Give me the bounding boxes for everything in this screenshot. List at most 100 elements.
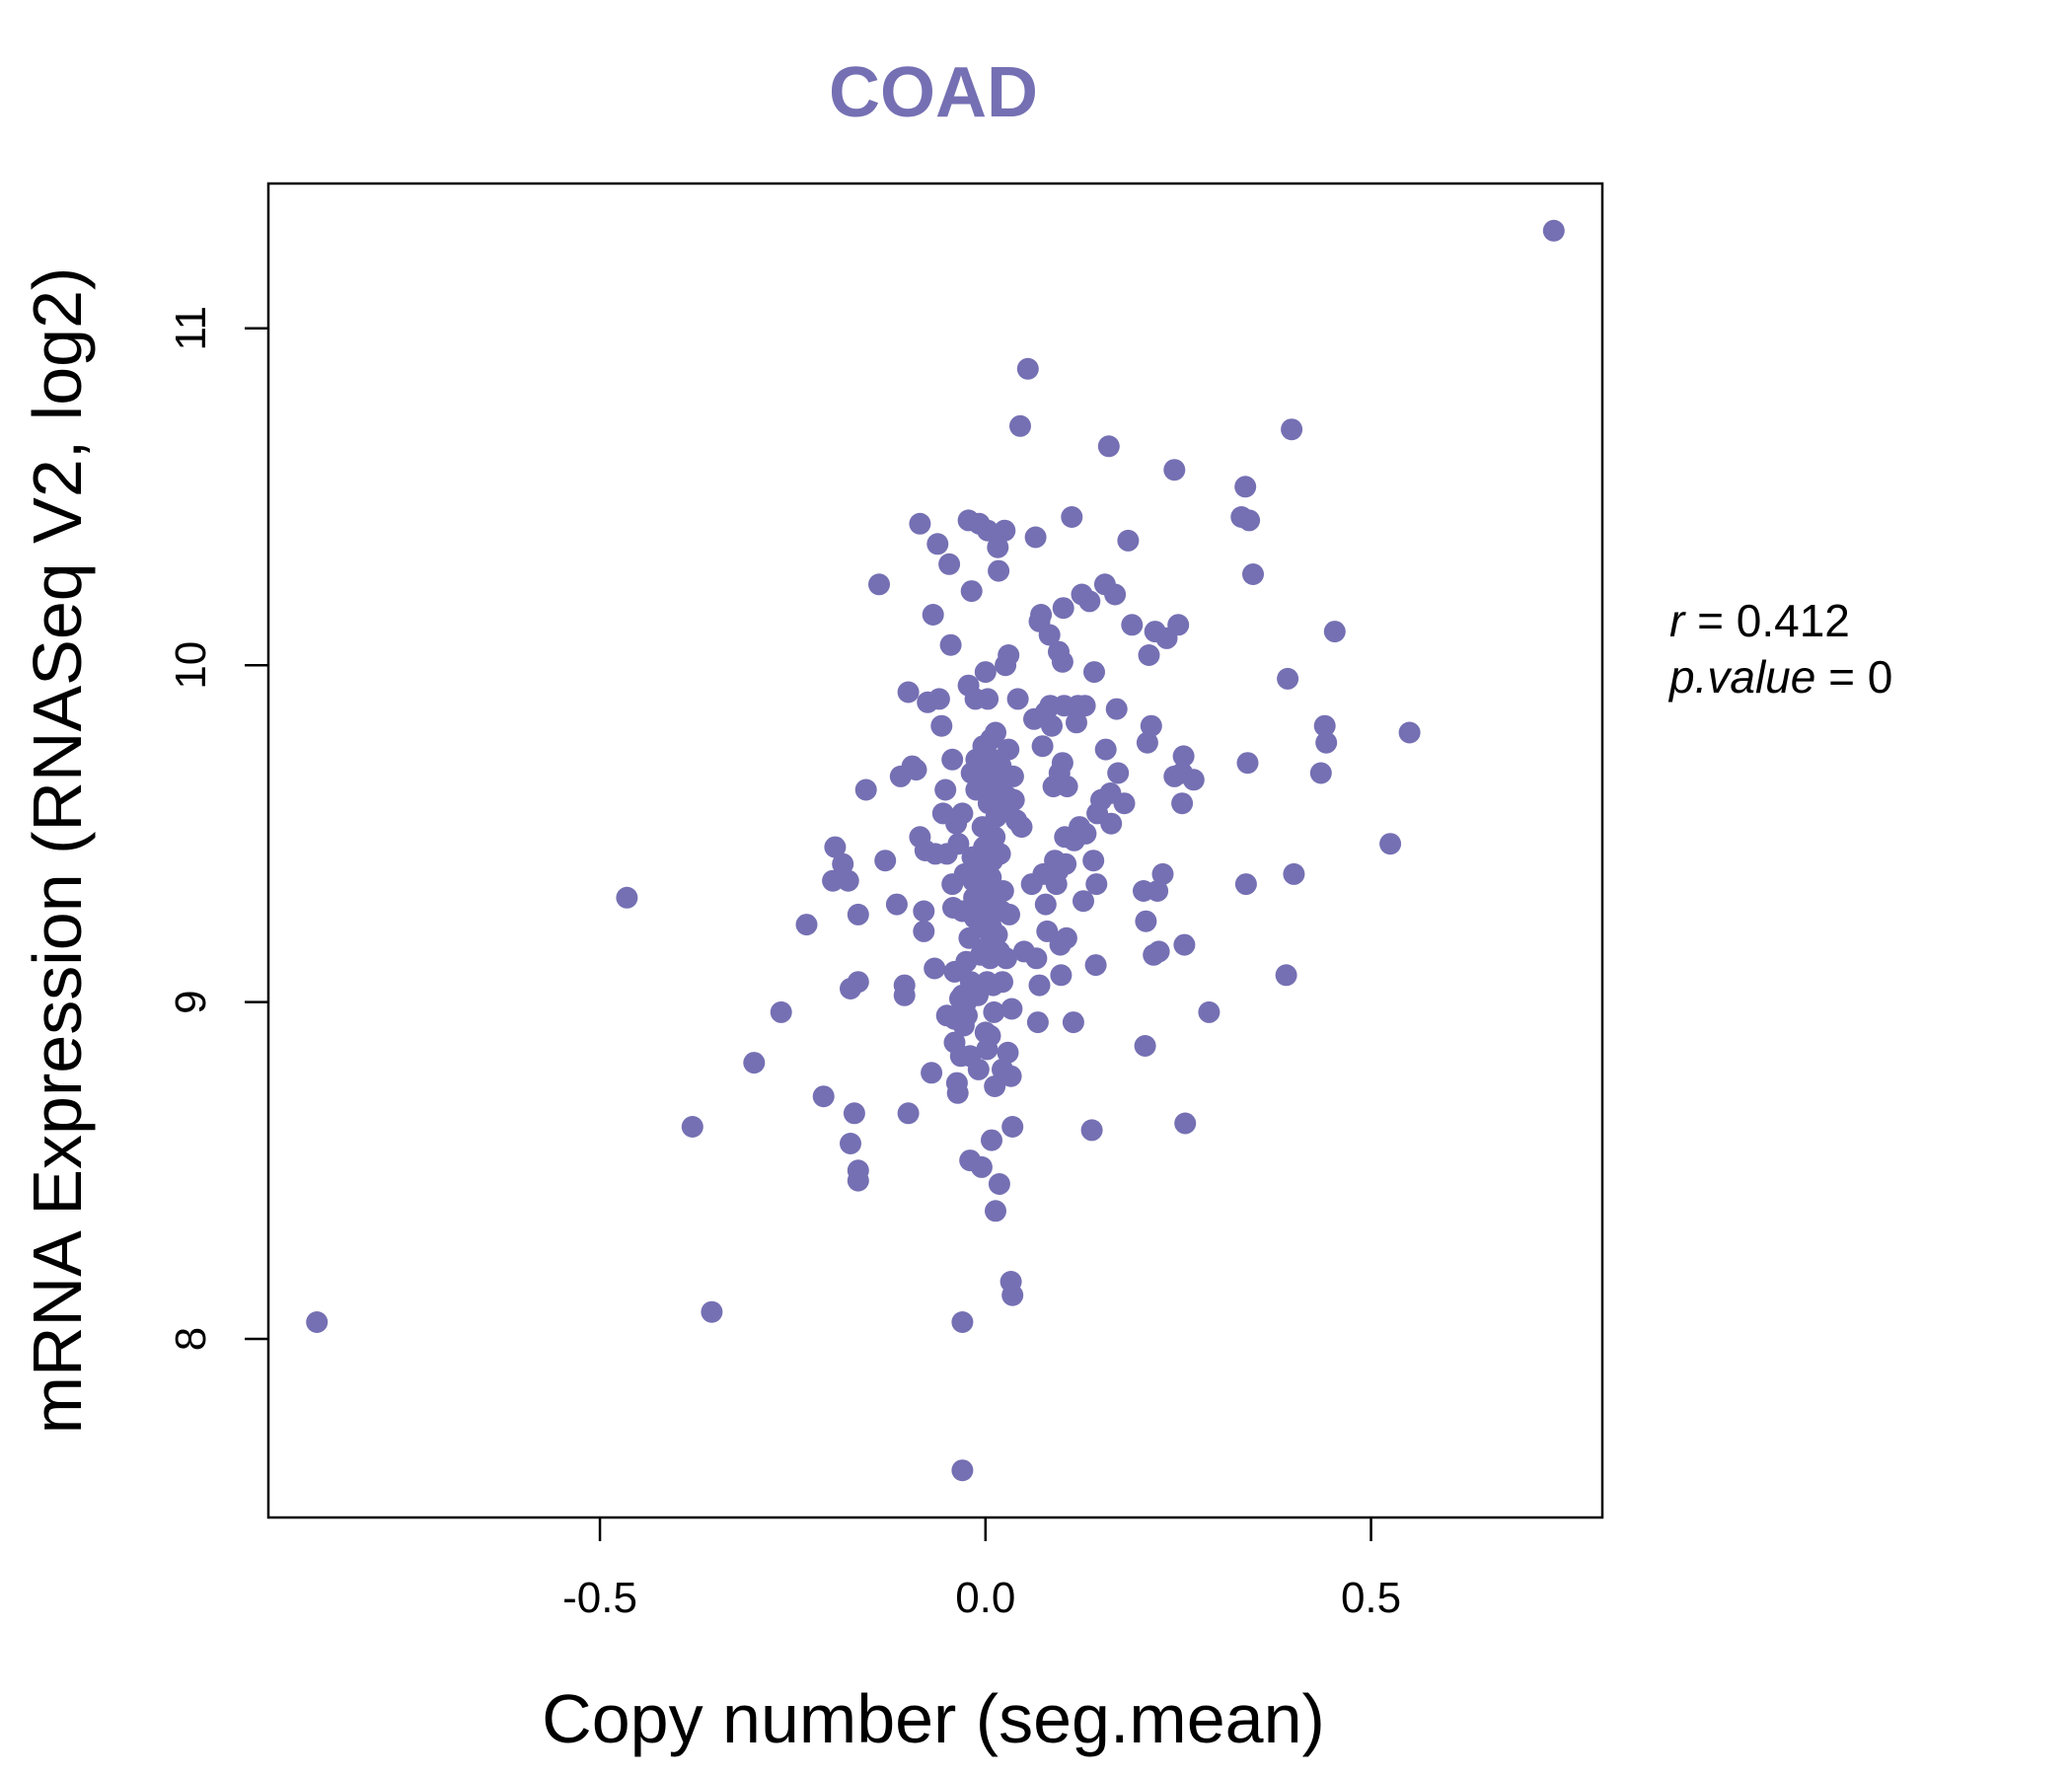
p-value: p.value = 0 bbox=[1667, 651, 1892, 703]
data-point bbox=[1277, 667, 1299, 690]
data-point bbox=[1234, 476, 1257, 498]
data-point bbox=[1041, 714, 1063, 737]
data-point bbox=[1398, 721, 1421, 744]
data-point bbox=[995, 947, 1017, 970]
data-point bbox=[1038, 624, 1061, 646]
data-point bbox=[1147, 880, 1169, 902]
data-point bbox=[1309, 762, 1332, 784]
data-point bbox=[897, 1102, 920, 1125]
data-point bbox=[1051, 650, 1073, 673]
data-point bbox=[988, 1173, 1010, 1195]
data-point bbox=[992, 971, 1013, 994]
data-point bbox=[941, 748, 964, 771]
data-point bbox=[885, 893, 908, 916]
data-point bbox=[956, 1004, 978, 1027]
data-point bbox=[1315, 731, 1338, 754]
data-point bbox=[946, 1081, 969, 1104]
data-point bbox=[1198, 1000, 1221, 1023]
data-point bbox=[681, 1116, 703, 1138]
data-point bbox=[1084, 954, 1107, 977]
data-point bbox=[1074, 822, 1097, 845]
y-tick-label: 10 bbox=[167, 641, 215, 690]
data-point bbox=[1100, 812, 1123, 835]
data-point bbox=[1134, 1035, 1156, 1057]
x-tick-label: 0.5 bbox=[1341, 1574, 1401, 1622]
data-point bbox=[1055, 926, 1077, 949]
data-point bbox=[1001, 765, 1024, 787]
data-point bbox=[843, 1102, 865, 1125]
data-point bbox=[874, 850, 897, 872]
data-point bbox=[989, 843, 1011, 865]
data-point bbox=[1024, 526, 1047, 549]
p-value-number: 0 bbox=[1868, 651, 1893, 703]
data-point bbox=[1085, 873, 1108, 896]
data-point bbox=[984, 1075, 1006, 1097]
data-point bbox=[1151, 862, 1174, 885]
data-point bbox=[985, 721, 1006, 744]
data-point bbox=[1080, 1119, 1103, 1142]
data-point bbox=[1140, 714, 1162, 737]
y-axis: 8 9 10 11 bbox=[167, 306, 268, 1351]
data-point bbox=[1121, 614, 1144, 636]
data-point bbox=[1001, 1116, 1024, 1138]
data-point bbox=[1236, 752, 1259, 775]
data-point bbox=[1167, 614, 1190, 636]
data-point bbox=[1136, 731, 1158, 754]
y-axis-label: mRNA Expression (RNASeq V2, log2) bbox=[19, 267, 96, 1435]
plot-frame bbox=[266, 182, 1604, 1519]
data-point bbox=[1006, 688, 1029, 710]
data-point bbox=[960, 580, 983, 603]
data-point bbox=[1097, 435, 1120, 458]
data-point bbox=[1073, 695, 1096, 717]
data-point bbox=[913, 900, 935, 923]
data-point bbox=[1323, 621, 1346, 643]
data-point bbox=[770, 1000, 792, 1023]
data-point bbox=[1105, 698, 1128, 720]
data-point bbox=[847, 971, 869, 994]
data-point bbox=[616, 886, 638, 909]
data-point bbox=[1025, 947, 1048, 970]
data-point bbox=[1107, 762, 1130, 784]
data-point bbox=[927, 688, 950, 710]
data-point bbox=[795, 914, 818, 936]
r-value: 0.412 bbox=[1737, 595, 1850, 646]
data-point bbox=[1009, 414, 1031, 437]
data-point bbox=[951, 1459, 974, 1482]
data-point bbox=[897, 681, 920, 703]
data-point bbox=[997, 1041, 1019, 1064]
data-point bbox=[981, 1129, 1002, 1151]
data-point bbox=[1163, 459, 1186, 481]
x-axis-label: Copy number (seg.mean) bbox=[542, 1680, 1325, 1757]
data-point bbox=[947, 833, 970, 855]
data-point bbox=[1242, 563, 1264, 585]
data-point bbox=[977, 519, 999, 542]
data-point bbox=[1073, 890, 1094, 913]
y-tick-label: 9 bbox=[167, 990, 215, 1013]
data-point bbox=[1030, 604, 1053, 626]
data-point bbox=[1000, 998, 1023, 1020]
data-point bbox=[939, 633, 962, 656]
data-point bbox=[1001, 1284, 1024, 1306]
data-point bbox=[1026, 1011, 1049, 1034]
data-point bbox=[1094, 738, 1117, 761]
data-point bbox=[1028, 974, 1051, 997]
correlation-r: r = 0.412 bbox=[1669, 595, 1850, 646]
data-point bbox=[1542, 219, 1565, 242]
data-point bbox=[701, 1300, 723, 1323]
data-point bbox=[1171, 792, 1194, 815]
data-point bbox=[1002, 788, 1025, 811]
data-point bbox=[1135, 910, 1157, 932]
data-point bbox=[847, 1169, 869, 1192]
r-equals: = bbox=[1684, 595, 1736, 646]
data-point bbox=[854, 778, 877, 801]
data-point bbox=[998, 644, 1020, 666]
data-point bbox=[1275, 964, 1297, 987]
x-axis: -0.5 0.0 0.5 bbox=[562, 1517, 1401, 1622]
data-point bbox=[1056, 776, 1078, 798]
data-point bbox=[1117, 529, 1140, 552]
data-point bbox=[1031, 735, 1054, 758]
data-point bbox=[868, 573, 890, 596]
data-point bbox=[1062, 1011, 1084, 1034]
data-point bbox=[822, 869, 845, 892]
